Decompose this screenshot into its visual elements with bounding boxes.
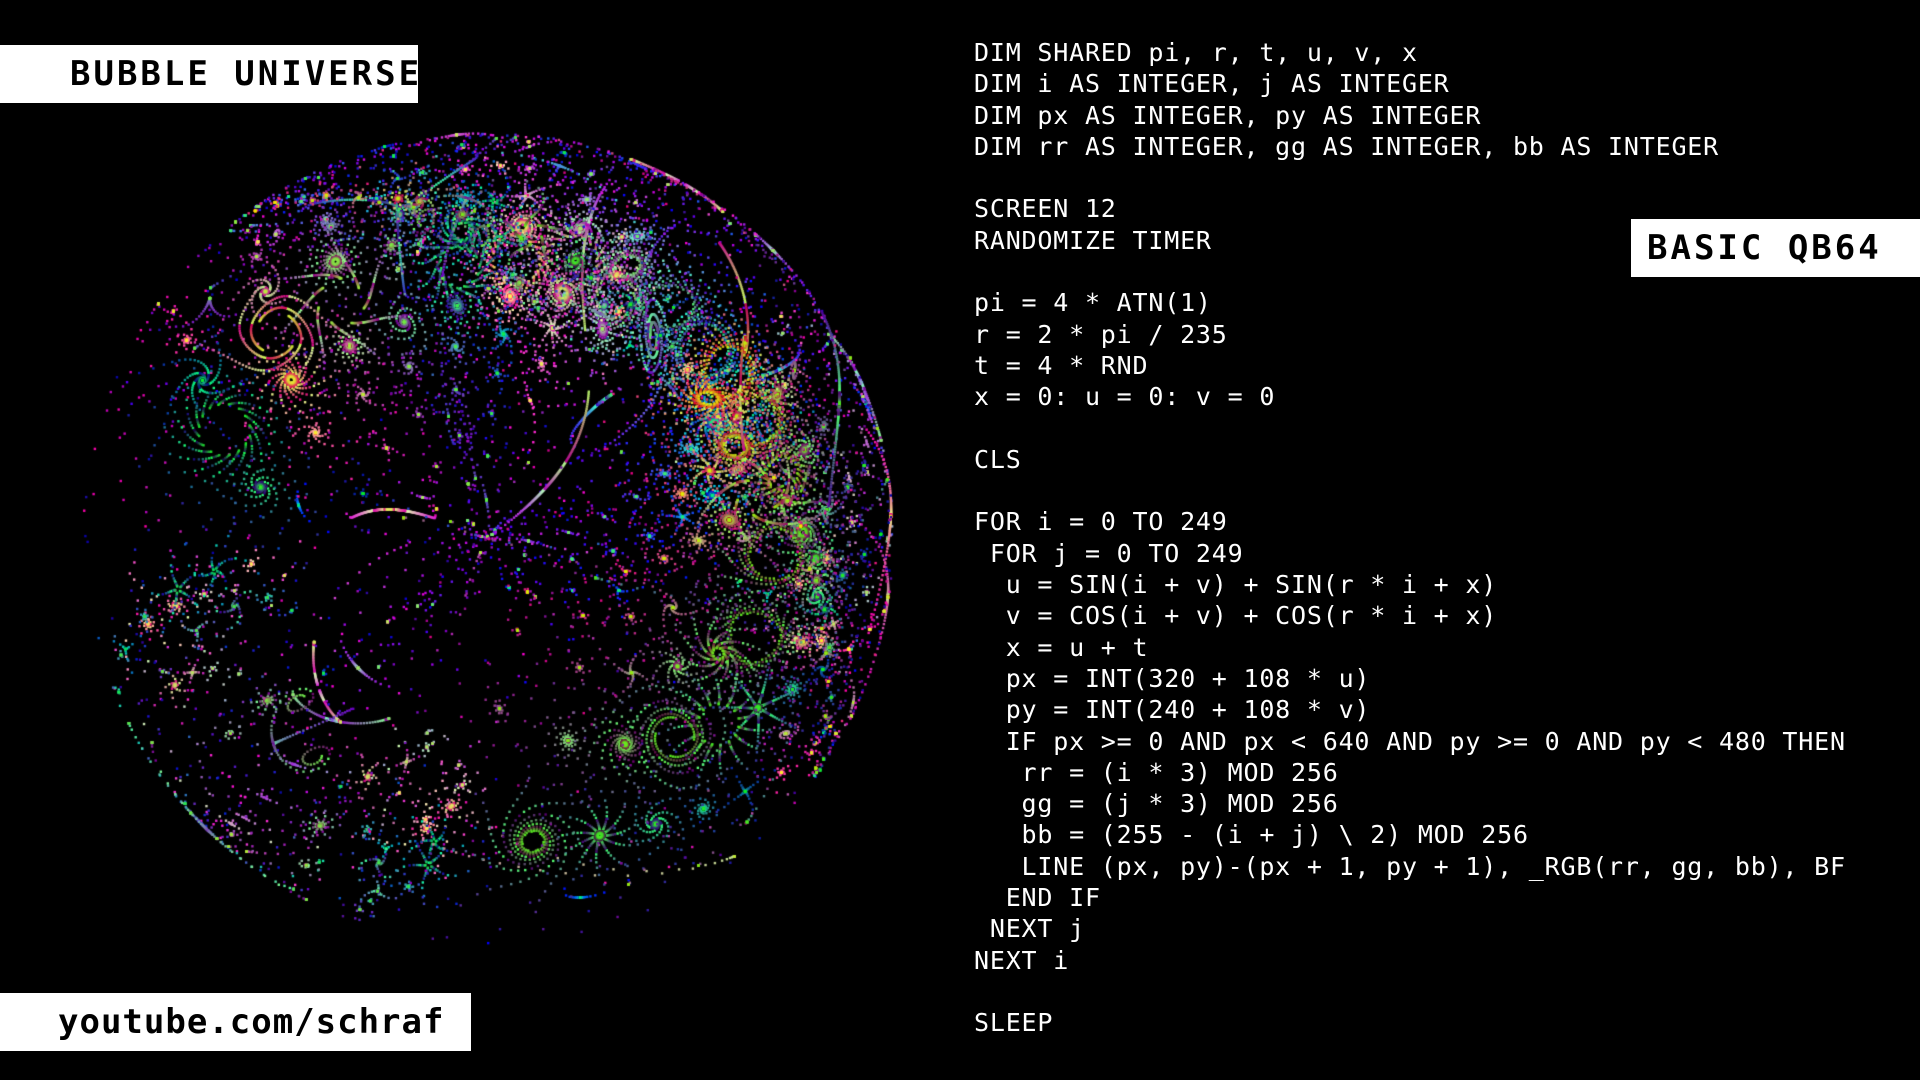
code-line: FOR i = 0 TO 249 <box>974 507 1228 537</box>
language-label: BASIC QB64 <box>1631 219 1920 277</box>
code-line: r = 2 * pi / 235 <box>974 319 1228 349</box>
code-line: v = COS(i + v) + COS(r * i + x) <box>974 601 1498 631</box>
code-line <box>974 413 1846 444</box>
code-line: gg = (j * 3) MOD 256 <box>974 789 1339 819</box>
code-line: END IF <box>974 883 1101 913</box>
code-line: DIM i AS INTEGER, j AS INTEGER <box>974 69 1450 99</box>
code-line: NEXT i <box>974 945 1070 975</box>
code-line: pi = 4 * ATN(1) <box>974 288 1212 318</box>
code-line: px = INT(320 + 108 * u) <box>974 663 1371 693</box>
code-line <box>974 162 1846 193</box>
code-line: FOR j = 0 TO 249 <box>974 538 1244 568</box>
code-line: rr = (i * 3) MOD 256 <box>974 757 1339 787</box>
code-line: x = 0: u = 0: v = 0 <box>974 382 1276 412</box>
code-line: bb = (255 - (i + j) \ 2) MOD 256 <box>974 820 1529 850</box>
bubble-universe-render <box>78 128 896 946</box>
code-line: NEXT j <box>974 914 1085 944</box>
code-line: t = 4 * RND <box>974 350 1149 380</box>
code-line: DIM SHARED pi, r, t, u, v, x <box>974 38 1418 67</box>
code-line: RANDOMIZE TIMER <box>974 225 1212 255</box>
code-line: DIM rr AS INTEGER, gg AS INTEGER, bb AS … <box>974 131 1720 161</box>
code-listing: DIM SHARED pi, r, t, u, v, x DIM i AS INT… <box>974 37 1846 1039</box>
code-line: u = SIN(i + v) + SIN(r * i + x) <box>974 570 1498 600</box>
code-line: CLS <box>974 444 1022 474</box>
code-line: DIM px AS INTEGER, py AS INTEGER <box>974 100 1482 130</box>
code-line: py = INT(240 + 108 * v) <box>974 695 1371 725</box>
code-line: LINE (px, py)-(px + 1, py + 1), _RGB(rr,… <box>974 851 1846 881</box>
code-line: x = u + t <box>974 632 1149 662</box>
title-label: BUBBLE UNIVERSE <box>0 45 419 103</box>
channel-label: youtube.com/schraf <box>0 993 471 1051</box>
code-line: SCREEN 12 <box>974 194 1117 224</box>
code-line <box>974 976 1846 1007</box>
code-line: IF px >= 0 AND px < 640 AND py >= 0 AND … <box>974 726 1846 756</box>
code-line: SLEEP <box>974 1008 1054 1038</box>
code-line <box>974 475 1846 506</box>
